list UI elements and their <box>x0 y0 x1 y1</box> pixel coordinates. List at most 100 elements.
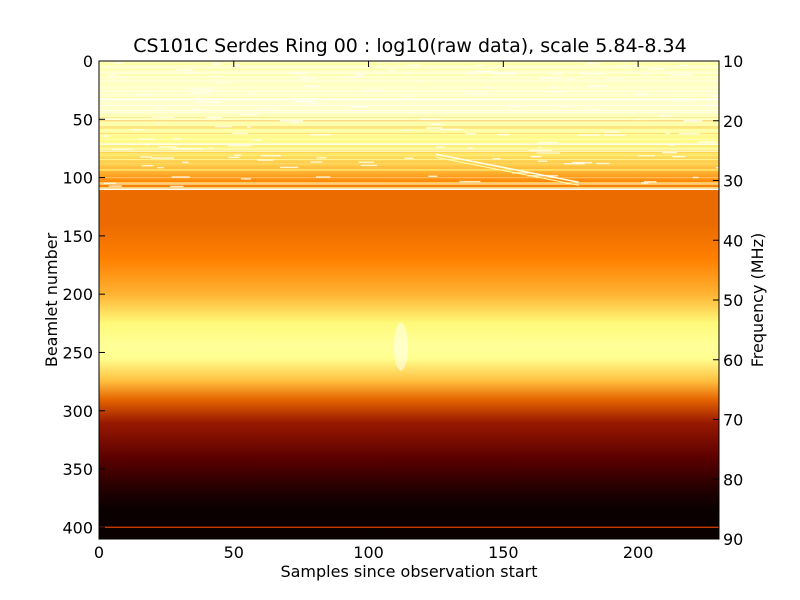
rfi-segment <box>698 141 717 143</box>
rfi-segment <box>258 107 275 110</box>
rfi-segment <box>574 162 584 164</box>
rfi-segment <box>131 129 145 131</box>
rfi-segment <box>227 145 252 147</box>
rfi-segment <box>550 86 557 88</box>
rfi-segment <box>429 123 444 125</box>
rfi-segment <box>415 80 420 82</box>
rfi-segment <box>349 105 367 108</box>
rfi-segment <box>665 132 670 135</box>
y-tick-label: 200 <box>62 285 93 304</box>
rfi-band-line <box>99 69 719 71</box>
rfi-segment <box>232 132 249 135</box>
rfi-segment <box>465 133 476 135</box>
rfi-band-line <box>99 136 719 138</box>
rfi-segment <box>536 152 561 154</box>
rfi-segment <box>488 72 510 74</box>
rfi-segment <box>405 72 411 75</box>
rfi-segment <box>152 116 175 118</box>
rfi-segment <box>586 109 600 111</box>
rfi-segment <box>586 63 599 65</box>
y-tick-label: 250 <box>62 343 93 362</box>
rfi-segment <box>528 149 552 152</box>
rfi-segment <box>101 135 110 137</box>
rfi-segment <box>230 64 241 66</box>
rfi-segment <box>134 94 155 96</box>
rfi-segment <box>483 86 490 88</box>
rfi-segment <box>566 84 572 86</box>
rfi-segment <box>108 185 122 187</box>
rfi-segment <box>582 73 605 75</box>
rfi-segment <box>260 155 281 157</box>
rfi-band-line <box>99 147 719 149</box>
rfi-segment <box>354 73 365 76</box>
rfi-segment <box>671 100 694 102</box>
x-tick-label: 50 <box>224 543 244 562</box>
rfi-segment <box>604 131 620 133</box>
rfi-segment <box>197 101 221 103</box>
rfi-segment <box>191 92 205 94</box>
y2-tick-label: 10 <box>723 52 743 71</box>
rfi-segment <box>546 175 558 177</box>
y2-tick-label: 80 <box>723 470 743 489</box>
y-axis-left: 0 50 100 150 200 250 300 350 400 <box>62 52 105 537</box>
rfi-segment <box>672 155 686 158</box>
rfi-segment <box>212 63 223 65</box>
rfi-segment <box>303 79 310 81</box>
rfi-segment <box>171 148 190 150</box>
rfi-segment <box>296 73 306 75</box>
rfi-band-lines <box>99 61 719 189</box>
rfi-segment <box>546 91 564 93</box>
rfi-segment <box>459 180 481 183</box>
rfi-band-line <box>99 105 719 107</box>
rfi-segment <box>436 146 445 148</box>
rfi-segment <box>304 85 319 88</box>
rfi-segment <box>572 161 593 164</box>
rfi-segment <box>207 89 226 92</box>
rfi-band-line <box>99 90 719 92</box>
rfi-band-line <box>99 85 719 87</box>
rfi-segment <box>641 182 649 184</box>
rfi-segment <box>643 181 657 183</box>
rfi-segment <box>647 68 665 70</box>
rfi-segment <box>640 73 650 76</box>
rfi-segment <box>103 182 117 184</box>
rfi-segment <box>425 127 443 129</box>
rfi-band-line <box>99 143 719 145</box>
rfi-segment <box>409 111 427 114</box>
rfi-band-line <box>99 142 719 144</box>
y-axis-right: 10 20 30 40 50 60 70 80 90 <box>713 52 743 549</box>
rfi-segment <box>294 100 315 103</box>
rfi-segment <box>662 151 677 154</box>
rfi-segment <box>670 73 692 76</box>
rfi-segment <box>507 105 523 108</box>
y2-tick-label: 50 <box>723 291 743 310</box>
rfi-segment <box>687 98 704 100</box>
bright-spot <box>393 322 408 371</box>
rfi-segment <box>181 148 203 150</box>
y2-tick-label: 90 <box>723 530 743 549</box>
rfi-segment <box>208 147 214 149</box>
rfi-segment <box>182 161 189 164</box>
rfi-segment <box>493 73 518 75</box>
rfi-band-line <box>99 108 719 110</box>
rfi-segment <box>407 64 420 66</box>
rfi-segment <box>527 175 549 177</box>
x-tick-label: 200 <box>623 543 654 562</box>
x-tick-label: 0 <box>94 543 104 562</box>
rfi-band-line <box>99 88 719 90</box>
y-tick-label: 0 <box>83 52 93 71</box>
rfi-segment <box>635 119 642 121</box>
rfi-segment <box>711 95 719 97</box>
rfi-segment <box>202 91 210 93</box>
rfi-segment <box>138 138 155 140</box>
rfi-band-line <box>99 137 719 139</box>
rfi-segment <box>552 73 563 75</box>
rfi-segment <box>439 128 461 130</box>
rfi-segment <box>240 178 251 180</box>
rfi-segment <box>358 161 374 163</box>
y-tick-label: 400 <box>62 518 93 537</box>
rfi-segment <box>186 72 199 74</box>
y2-tick-label: 30 <box>723 172 743 191</box>
rfi-band-line <box>99 130 719 132</box>
y-tick-label: 300 <box>62 402 93 421</box>
